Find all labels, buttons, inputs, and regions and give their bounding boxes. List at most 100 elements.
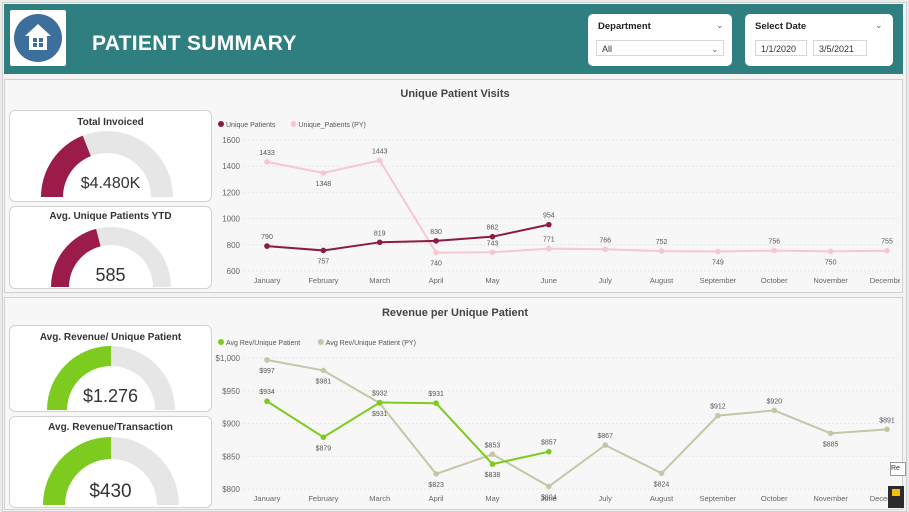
data-point[interactable]: [546, 221, 552, 228]
x-tick-label: February: [308, 276, 338, 285]
data-point[interactable]: [376, 239, 383, 246]
legend-marker: [218, 121, 224, 127]
x-tick-label: April: [429, 276, 444, 285]
data-label: 757: [318, 258, 330, 265]
home-icon: [14, 14, 62, 62]
x-tick-label: September: [700, 494, 737, 503]
data-label: 749: [712, 259, 724, 266]
card-value: $1.276: [82, 386, 139, 406]
data-point[interactable]: [602, 246, 608, 253]
legend-label[interactable]: Unique Patients: [226, 122, 276, 129]
data-point[interactable]: [715, 248, 721, 255]
series-line: [266, 159, 888, 254]
x-tick-label: November: [813, 276, 848, 285]
data-point[interactable]: [602, 442, 608, 448]
legend-label[interactable]: Avg Rev/Unique Patient (PY): [326, 340, 416, 347]
data-label: $931: [372, 411, 388, 418]
start-date-input[interactable]: 1/1/2020: [755, 40, 807, 56]
data-point[interactable]: [546, 448, 552, 455]
data-point[interactable]: [433, 249, 439, 256]
gauge-value-arc: [51, 228, 101, 287]
data-point[interactable]: [320, 247, 327, 254]
chart-title: Revenue per Unique Patient: [381, 307, 529, 319]
data-point[interactable]: [489, 451, 496, 458]
y-tick-label: 800: [227, 241, 241, 250]
data-point[interactable]: [264, 398, 270, 405]
data-label: $823: [428, 482, 444, 489]
data-point[interactable]: [433, 238, 439, 244]
data-label: 1443: [372, 149, 388, 156]
data-point[interactable]: [658, 470, 665, 477]
data-point[interactable]: [546, 245, 552, 252]
tooltip-fragment: Re: [890, 462, 906, 476]
data-label: 771: [543, 237, 555, 244]
data-point[interactable]: [264, 357, 270, 363]
focus-mode-icon[interactable]: [888, 486, 904, 508]
data-point[interactable]: [827, 430, 834, 437]
data-label: 756: [768, 239, 780, 246]
data-point[interactable]: [264, 243, 270, 249]
x-tick-label: January: [254, 276, 281, 285]
x-tick-label: March: [369, 276, 390, 285]
avg-revenue-unique-card: Avg. Revenue/ Unique Patient $1.276: [9, 325, 212, 412]
x-tick-label: January: [254, 494, 281, 503]
x-tick-label: October: [761, 276, 788, 285]
x-tick-label: June: [541, 276, 557, 285]
logo: [10, 10, 66, 66]
data-label: $920: [766, 398, 782, 405]
data-point[interactable]: [320, 367, 327, 374]
data-label: 1433: [259, 150, 275, 157]
end-date-input[interactable]: 3/5/2021: [813, 40, 867, 56]
chevron-down-icon[interactable]: ⌄: [875, 20, 883, 30]
gauge: [43, 437, 179, 505]
data-point[interactable]: [433, 400, 439, 406]
data-point[interactable]: [546, 483, 552, 490]
data-label: 740: [430, 261, 442, 268]
department-filter[interactable]: Department ⌄ All ⌄: [588, 14, 732, 66]
data-point[interactable]: [489, 461, 496, 467]
legend-marker: [317, 339, 324, 345]
department-dropdown[interactable]: All ⌄: [596, 40, 724, 56]
data-point[interactable]: [771, 247, 778, 254]
x-tick-label: September: [700, 276, 737, 285]
data-label: $879: [316, 445, 332, 452]
data-point[interactable]: [320, 434, 327, 441]
data-point[interactable]: [771, 407, 778, 414]
data-point[interactable]: [715, 412, 721, 419]
date-filter[interactable]: Select Date ⌄ 1/1/2020 3/5/2021: [745, 14, 893, 66]
data-point[interactable]: [884, 247, 890, 254]
gauge-value-arc: [43, 437, 111, 505]
y-tick-label: $800: [222, 485, 240, 494]
data-point[interactable]: [264, 159, 270, 165]
card-title: Total Invoiced: [77, 117, 144, 128]
series-line: [266, 358, 888, 488]
data-point[interactable]: [884, 426, 890, 433]
data-point[interactable]: [433, 471, 439, 477]
x-tick-label: May: [485, 494, 499, 503]
chevron-down-icon[interactable]: ⌄: [716, 20, 724, 30]
x-tick-label: May: [485, 276, 499, 285]
date-label: Select Date: [755, 21, 807, 32]
patient-visits-panel: Unique Patient Visits Total Invoiced $4.…: [4, 79, 903, 293]
data-point[interactable]: [376, 399, 383, 406]
department-value: All: [602, 44, 613, 54]
data-point[interactable]: [320, 170, 327, 176]
legend-label[interactable]: Unique_Patients (PY): [299, 122, 366, 129]
gauge-fill: [43, 437, 179, 505]
data-point[interactable]: [658, 248, 665, 254]
card-title: Avg. Revenue/Transaction: [48, 422, 173, 433]
card-title: Avg. Revenue/ Unique Patient: [39, 332, 182, 343]
chevron-down-icon: ⌄: [711, 44, 719, 54]
data-point[interactable]: [376, 157, 383, 164]
data-point[interactable]: [489, 249, 496, 256]
data-label: $931: [428, 391, 444, 398]
series-line: [266, 400, 550, 466]
legend-label[interactable]: Avg Rev/Unique Patient: [226, 340, 300, 347]
data-point[interactable]: [827, 248, 834, 255]
gauge: [41, 131, 173, 197]
avg-revenue-transaction-card: Avg. Revenue/Transaction $430: [9, 416, 212, 508]
gauge-value-arc: [41, 135, 91, 197]
data-point[interactable]: [489, 233, 496, 240]
data-label: 743: [487, 240, 499, 247]
card-value: $430: [89, 481, 132, 502]
